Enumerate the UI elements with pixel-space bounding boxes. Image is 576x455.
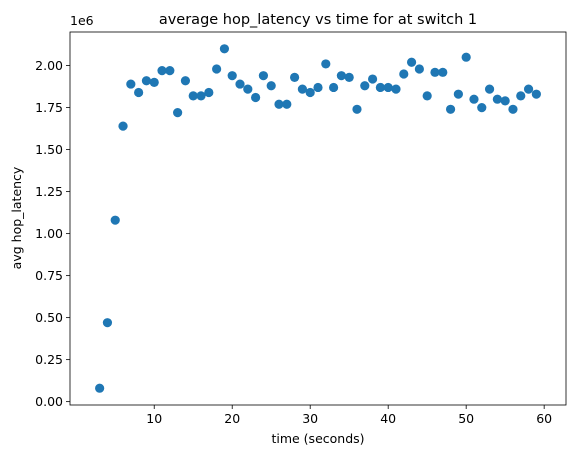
data-point xyxy=(477,103,487,113)
data-point xyxy=(391,84,401,94)
data-point xyxy=(290,72,300,82)
data-point xyxy=(235,79,245,89)
data-point xyxy=(523,84,534,94)
data-point xyxy=(336,71,346,81)
data-point xyxy=(438,67,448,77)
data-point xyxy=(274,99,284,109)
data-point xyxy=(157,66,167,76)
data-point xyxy=(110,215,120,225)
y-tick-label: 1.25 xyxy=(35,184,63,199)
y-tick-label: 0.75 xyxy=(35,268,63,283)
data-point xyxy=(383,82,393,93)
data-point xyxy=(399,69,409,79)
data-point xyxy=(367,74,378,84)
y-tick-label: 1.00 xyxy=(35,226,63,241)
y-tick-label: 1.75 xyxy=(35,100,63,115)
data-point xyxy=(95,383,105,393)
data-point xyxy=(204,87,214,98)
x-tick-label: 60 xyxy=(536,411,552,426)
data-point xyxy=(118,121,128,131)
data-point xyxy=(141,76,152,86)
chart-title: average hop_latency vs time for at switc… xyxy=(159,12,477,28)
data-point xyxy=(188,91,198,101)
data-point xyxy=(430,67,440,77)
data-point xyxy=(453,89,463,99)
data-point xyxy=(243,84,253,94)
y-axis-label: avg hop_latency xyxy=(9,166,24,269)
data-point xyxy=(165,66,175,76)
data-point xyxy=(406,57,417,67)
x-axis-ticks: 10 20 30 40 50 60 xyxy=(146,405,552,426)
data-point xyxy=(149,77,159,88)
y-tick-label: 2.00 xyxy=(35,58,63,73)
data-point xyxy=(375,82,385,93)
data-point xyxy=(461,52,471,62)
data-point xyxy=(500,96,510,106)
plot-area-border xyxy=(69,31,567,406)
data-point xyxy=(212,64,222,74)
x-axis-label: time (seconds) xyxy=(271,431,364,446)
data-point xyxy=(313,82,323,93)
data-point xyxy=(196,91,206,101)
y-tick-label: 0.25 xyxy=(35,352,63,367)
data-point xyxy=(414,64,424,74)
data-point xyxy=(134,87,144,98)
data-point xyxy=(321,59,331,69)
data-point xyxy=(266,81,276,91)
data-point xyxy=(484,84,495,94)
data-point xyxy=(251,92,261,103)
data-point xyxy=(219,44,230,54)
x-tick-label: 20 xyxy=(224,411,240,426)
x-tick-label: 10 xyxy=(146,411,162,426)
data-points xyxy=(95,44,541,393)
data-point xyxy=(469,94,479,104)
axes-frame xyxy=(69,31,567,406)
data-point xyxy=(445,104,456,114)
x-tick-label: 30 xyxy=(302,411,318,426)
y-tick-label: 1.50 xyxy=(35,142,63,157)
data-point xyxy=(516,91,526,101)
data-point xyxy=(126,79,136,89)
data-point xyxy=(531,89,541,99)
data-point xyxy=(227,71,237,81)
y-axis-ticks: 0.00 0.25 0.50 0.75 1.00 1.25 1.50 1.75 2.00 xyxy=(35,58,70,409)
y-tick-label: 0.00 xyxy=(35,394,63,409)
data-point xyxy=(258,71,269,81)
y-axis-offset-label: 1e6 xyxy=(70,13,94,28)
data-point xyxy=(360,81,370,91)
x-tick-label: 50 xyxy=(458,411,474,426)
data-point xyxy=(492,94,502,104)
data-point xyxy=(328,82,339,93)
data-point xyxy=(508,104,518,114)
x-tick-label: 40 xyxy=(380,411,396,426)
y-tick-label: 0.50 xyxy=(35,310,63,325)
data-point xyxy=(102,318,113,328)
data-point xyxy=(352,104,362,114)
data-point xyxy=(297,84,308,94)
data-point xyxy=(422,91,432,101)
data-point xyxy=(344,72,354,82)
data-point xyxy=(173,108,183,118)
data-point xyxy=(180,76,191,86)
data-point xyxy=(282,99,292,109)
data-point xyxy=(305,87,315,98)
